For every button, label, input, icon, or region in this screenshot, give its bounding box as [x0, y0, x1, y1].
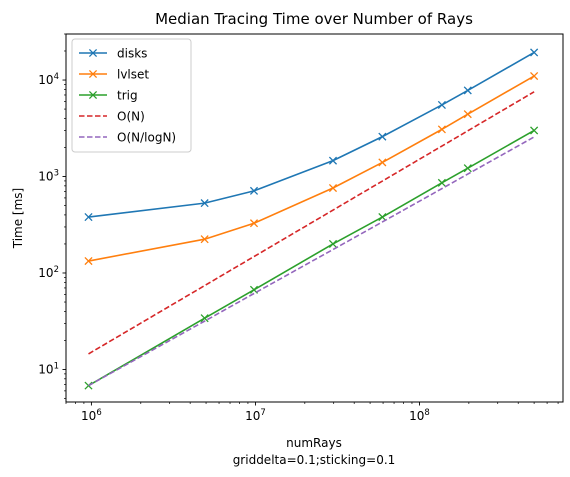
- x-axis: 106 107 108: [65, 402, 559, 423]
- data-point-lvlset: [249, 219, 259, 228]
- x-axis-sublabel: griddelta=0.1;sticking=0.1: [233, 453, 396, 467]
- legend-label-o-n-logn: O(N/logN): [117, 131, 176, 145]
- y-axis-label: Time [ms]: [11, 188, 25, 250]
- data-point-lvlset: [530, 71, 539, 81]
- legend-marker-trig: [88, 90, 98, 100]
- data-point-disks: [200, 199, 209, 208]
- data-point-trig: [378, 212, 387, 222]
- series-line-o-n-logn: [88, 136, 535, 387]
- y-tick-label: 104: [38, 72, 59, 87]
- data-point-disks: [84, 212, 93, 222]
- data-point-trig: [437, 178, 446, 187]
- series-line-o-n: [88, 91, 535, 355]
- legend-label-trig: trig: [117, 89, 138, 103]
- data-point-trig: [200, 314, 209, 323]
- data-point-disks: [530, 48, 539, 57]
- data-point-disks: [463, 86, 472, 95]
- y-tick-label: 103: [38, 169, 59, 184]
- data-point-disks: [378, 132, 387, 141]
- x-tick-label: 106: [81, 408, 102, 423]
- legend-label-lvlset: lvlset: [117, 68, 149, 82]
- data-point-disks: [328, 156, 338, 165]
- data-point-lvlset: [328, 183, 338, 193]
- x-tick-label: 108: [409, 408, 430, 423]
- series-line-lvlset: [88, 75, 535, 262]
- data-point-lvlset: [437, 125, 446, 134]
- y-tick-label: 101: [38, 361, 59, 376]
- data-point-trig: [84, 381, 93, 390]
- series-line-trig: [88, 129, 535, 387]
- y-axis: 101 102 103 104: [38, 33, 66, 399]
- data-point-disks: [437, 100, 446, 109]
- legend-marker-lvlset: [88, 69, 98, 79]
- data-point-lvlset: [463, 110, 472, 119]
- x-tick-label: 107: [245, 408, 266, 423]
- data-point-trig: [328, 239, 338, 249]
- x-axis-label: numRays: [286, 436, 342, 450]
- data-point-lvlset: [84, 256, 93, 266]
- data-point-lvlset: [200, 235, 209, 244]
- data-point-trig: [530, 126, 539, 135]
- series-line-disks: [88, 51, 535, 218]
- legend-label-o-n: O(N): [117, 110, 145, 124]
- chart-title: Median Tracing Time over Number of Rays: [155, 10, 473, 28]
- series-layer: [84, 48, 539, 390]
- y-tick-label: 102: [38, 265, 59, 280]
- data-point-lvlset: [378, 158, 387, 167]
- legend: disks lvlset trig O(N) O(N/logN): [71, 38, 192, 153]
- legend-marker-disks: [88, 48, 98, 58]
- legend-box: [71, 38, 192, 153]
- data-point-disks: [249, 186, 259, 195]
- data-point-trig: [463, 164, 472, 173]
- legend-label-disks: disks: [117, 47, 147, 61]
